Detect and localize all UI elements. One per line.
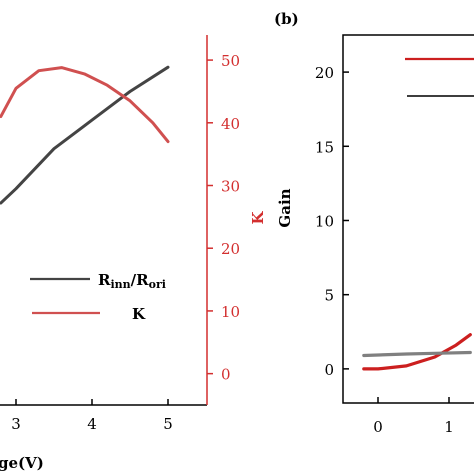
panel-a-x-label: ge(V) <box>0 454 44 472</box>
panel-b-y-tick-label: 20 <box>315 64 334 82</box>
panel-b-lines <box>362 333 472 371</box>
panel-a-series-line-1 <box>0 66 170 144</box>
panel-a-right-tick-label: 0 <box>221 366 231 384</box>
legend-label-r-inn-r-ori: Rinn/Rori <box>98 271 166 291</box>
panel-a: 3 4 5 0 10 20 30 40 50 ge(V) K Rinn/Rori K <box>0 35 267 472</box>
panel-a-x-tick-label: 4 <box>87 415 97 433</box>
panel-b-y-ticks: 0 5 10 15 20 <box>315 64 349 379</box>
panel-b-y-label: Gain <box>276 188 294 227</box>
legend-label-k: K <box>132 305 146 323</box>
panel-a-lines <box>0 65 170 205</box>
panel-a-legend: Rinn/Rori K <box>30 271 166 323</box>
panel-a-right-tick-label: 40 <box>221 115 240 133</box>
panel-a-x-tick-label: 5 <box>163 415 173 433</box>
panel-b-y-tick-label: 5 <box>324 287 334 305</box>
panel-a-right-label: K <box>249 211 267 225</box>
panel-a-right-tick-label: 20 <box>221 240 240 258</box>
panel-b-series-line-1 <box>362 350 472 358</box>
panel-b-x-tick-label: 1 <box>444 418 454 436</box>
panel-a-series-line-0 <box>0 65 170 205</box>
panel-b-x-tick-label: 0 <box>373 418 383 436</box>
panel-a-right-tick-label: 30 <box>221 178 240 196</box>
panel-b-series-line-0 <box>362 333 472 371</box>
panel-a-x-tick-label: 3 <box>11 415 21 433</box>
panel-b-y-tick-label: 10 <box>315 212 334 230</box>
panel-a-right-tick-label: 50 <box>221 52 240 70</box>
panel-b-frame <box>342 34 474 404</box>
panel-a-right-ticks: 0 10 20 30 40 50 <box>207 52 240 384</box>
panel-b-tag: (b) <box>274 10 299 28</box>
panel-b-y-tick-label: 0 <box>324 361 334 379</box>
panel-b-y-tick-label: 15 <box>315 138 334 156</box>
panel-b-legend <box>405 57 474 97</box>
panel-a-x-ticks: 3 4 5 <box>11 399 173 433</box>
panel-a-right-tick-label: 10 <box>221 303 240 321</box>
